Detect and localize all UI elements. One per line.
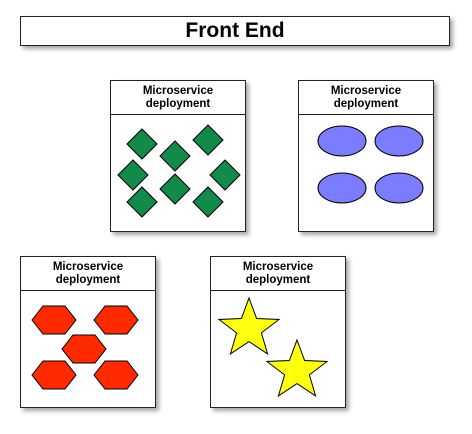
star-shape	[265, 338, 329, 398]
card-header: Microservice deployment	[111, 81, 245, 115]
star-group	[217, 296, 329, 398]
card-title-line2: deployment	[333, 97, 399, 110]
diamond-shape	[192, 186, 224, 218]
diamond-group	[117, 124, 241, 218]
diamond-shape	[192, 124, 224, 156]
diamond-shape	[159, 173, 191, 205]
card-body	[21, 291, 155, 408]
ellipse-shape	[317, 172, 367, 204]
card-body	[111, 115, 245, 232]
ellipse-group	[317, 125, 424, 204]
card-header: Microservice deployment	[21, 257, 155, 291]
card-title-line1: Microservice	[52, 260, 124, 273]
ellipse-shape	[374, 125, 424, 157]
card-header: Microservice deployment	[211, 257, 345, 291]
microservice-deployment-2: Microservice deployment	[298, 80, 434, 232]
microservice-deployment-1: Microservice deployment	[110, 80, 246, 232]
hexagon-shape	[93, 305, 139, 335]
microservice-deployment-3: Microservice deployment	[20, 256, 156, 408]
card-title-line2: deployment	[245, 273, 311, 286]
hexagon-shape	[61, 334, 107, 364]
front-end-box: Front End	[20, 16, 450, 46]
hexagon-shape	[31, 360, 77, 390]
card-body	[211, 291, 345, 408]
card-title-line1: Microservice	[242, 260, 314, 273]
ellipse-shape	[374, 172, 424, 204]
hexagon-shape	[93, 360, 139, 390]
card-header: Microservice deployment	[299, 81, 433, 115]
ellipse-shape	[317, 125, 367, 157]
star-shape	[217, 296, 281, 356]
microservice-deployment-4: Microservice deployment	[210, 256, 346, 408]
card-title-line1: Microservice	[142, 84, 214, 97]
diamond-shape	[126, 128, 158, 160]
card-body	[299, 115, 433, 232]
diamond-shape	[117, 159, 149, 191]
card-title-line1: Microservice	[330, 84, 402, 97]
diamond-shape	[209, 159, 241, 191]
diamond-shape	[159, 140, 191, 172]
hexagon-shape	[31, 305, 77, 335]
diamond-shape	[126, 186, 158, 218]
front-end-label: Front End	[185, 19, 285, 42]
card-title-line2: deployment	[145, 97, 211, 110]
hexagon-group	[31, 305, 139, 390]
card-title-line2: deployment	[55, 273, 121, 286]
